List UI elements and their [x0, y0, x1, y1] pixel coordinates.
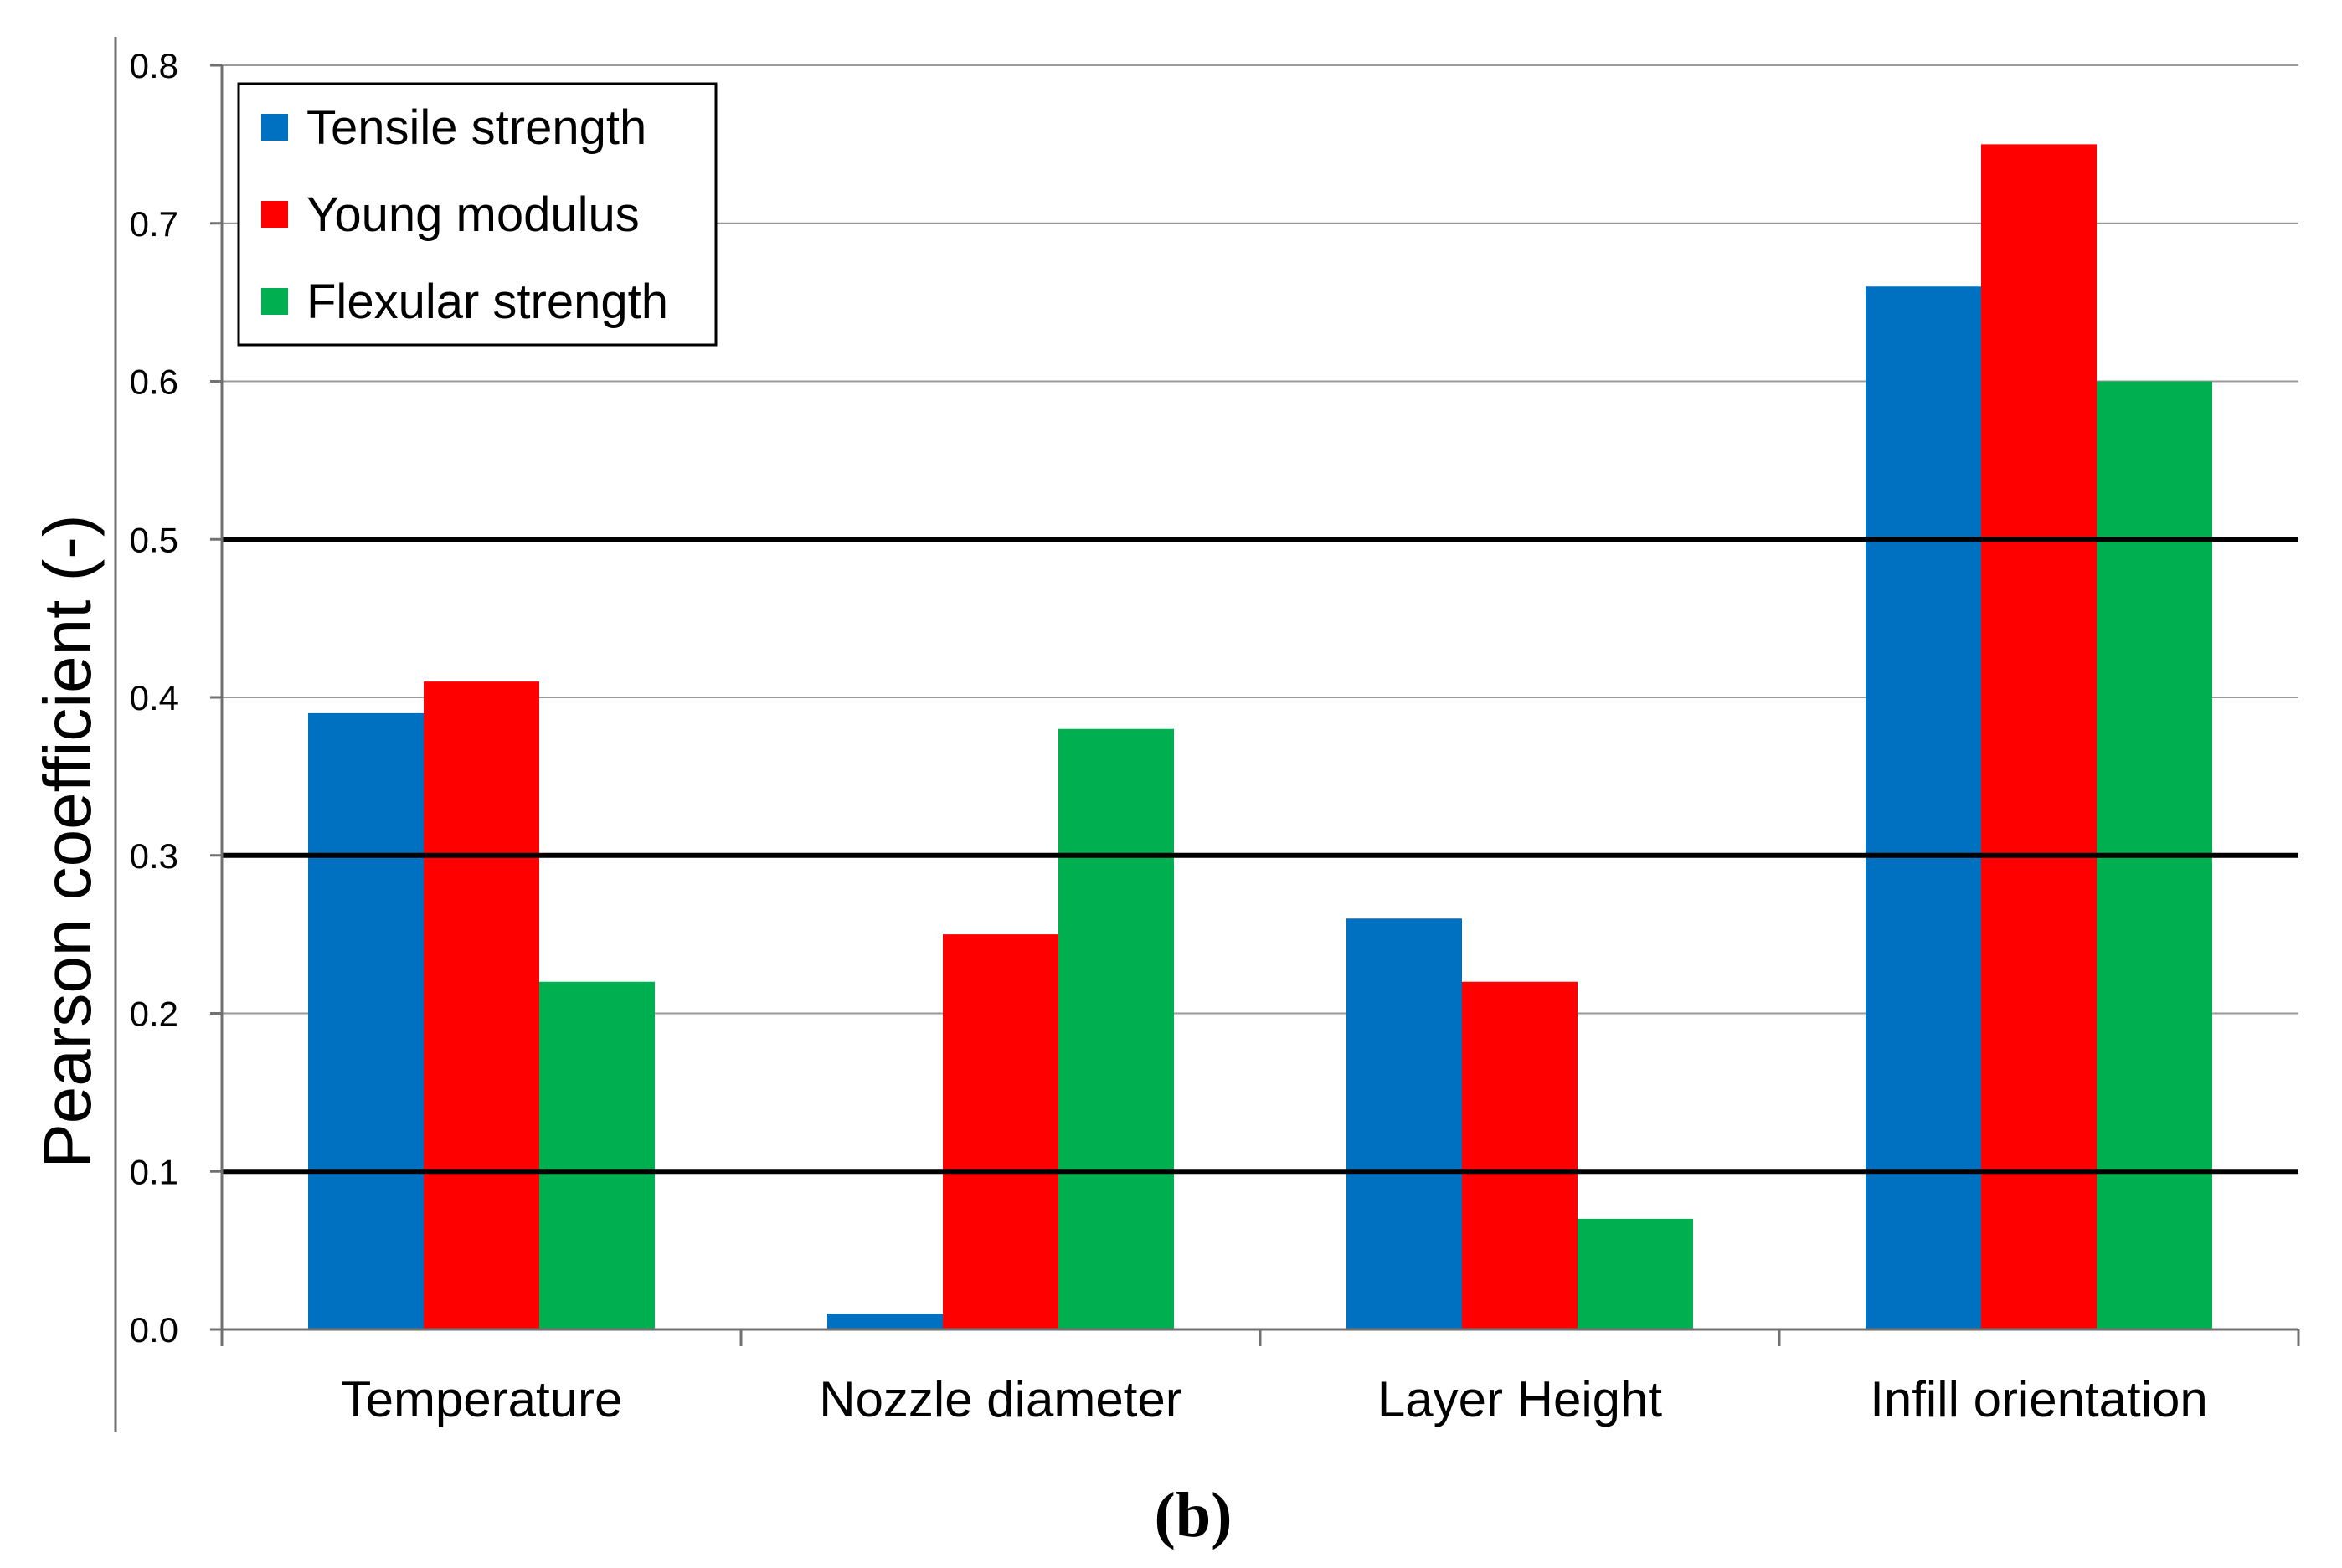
legend-box: [237, 82, 718, 347]
bar-young-modulus-temperature: [424, 681, 539, 1329]
x-category-label: Infill orientation: [1870, 1371, 2208, 1427]
axes: [114, 37, 2300, 1432]
x-category-label: Layer Height: [1377, 1371, 1663, 1427]
bar-tensile-strength-infill-orientation: [1866, 286, 1981, 1329]
bar-young-modulus-infill-orientation: [1981, 144, 2097, 1329]
legend-label: Young modulus: [306, 188, 640, 242]
bar-flexular-strength-temperature: [539, 981, 655, 1329]
bar-young-modulus-layer-height: [1462, 981, 1578, 1329]
y-tick-label: 0.2: [130, 995, 178, 1034]
legend: Tensile strength Young modulus Flexular st…: [237, 82, 718, 347]
bar-young-modulus-nozzle-diameter: [943, 934, 1058, 1329]
legend-swatch: [261, 201, 288, 228]
y-tick-label: 0.4: [130, 678, 178, 717]
legend-swatch: [261, 288, 288, 315]
bar-tensile-strength-nozzle-diameter: [827, 1314, 943, 1329]
y-tick-label: 0.8: [130, 46, 178, 85]
bar-tensile-strength-temperature: [308, 712, 424, 1329]
y-axis-title: Pearson coefficient (-): [30, 514, 105, 1168]
legend-label: Tensile strength: [306, 100, 646, 155]
y-tick-label: 0.3: [130, 836, 178, 876]
bar-flexular-strength-nozzle-diameter: [1058, 728, 1174, 1329]
y-tick-label: 0.0: [130, 1310, 178, 1350]
y-tick-label: 0.5: [130, 520, 178, 559]
legend-label: Flexular strength: [306, 275, 668, 329]
x-category-label: Nozzle diameter: [819, 1371, 1182, 1427]
y-tick-label: 0.6: [130, 362, 178, 402]
y-tick-label: 0.7: [130, 204, 178, 244]
y-tick-labels: 0.0 0.1 0.2 0.3 0.4 0.5 0.6 0.7 0.8: [130, 46, 178, 1350]
legend-swatch: [261, 114, 288, 141]
bar-tensile-strength-layer-height: [1346, 918, 1462, 1329]
figure-caption: (b): [1155, 1480, 1233, 1550]
y-tick-label: 0.1: [130, 1152, 178, 1191]
threshold-lines: [222, 537, 2298, 1175]
x-category-labels: Temperature Nozzle diameter Layer Height In…: [341, 1371, 2208, 1427]
bar-flexular-strength-layer-height: [1578, 1218, 1693, 1329]
x-category-label: Temperature: [341, 1371, 623, 1427]
